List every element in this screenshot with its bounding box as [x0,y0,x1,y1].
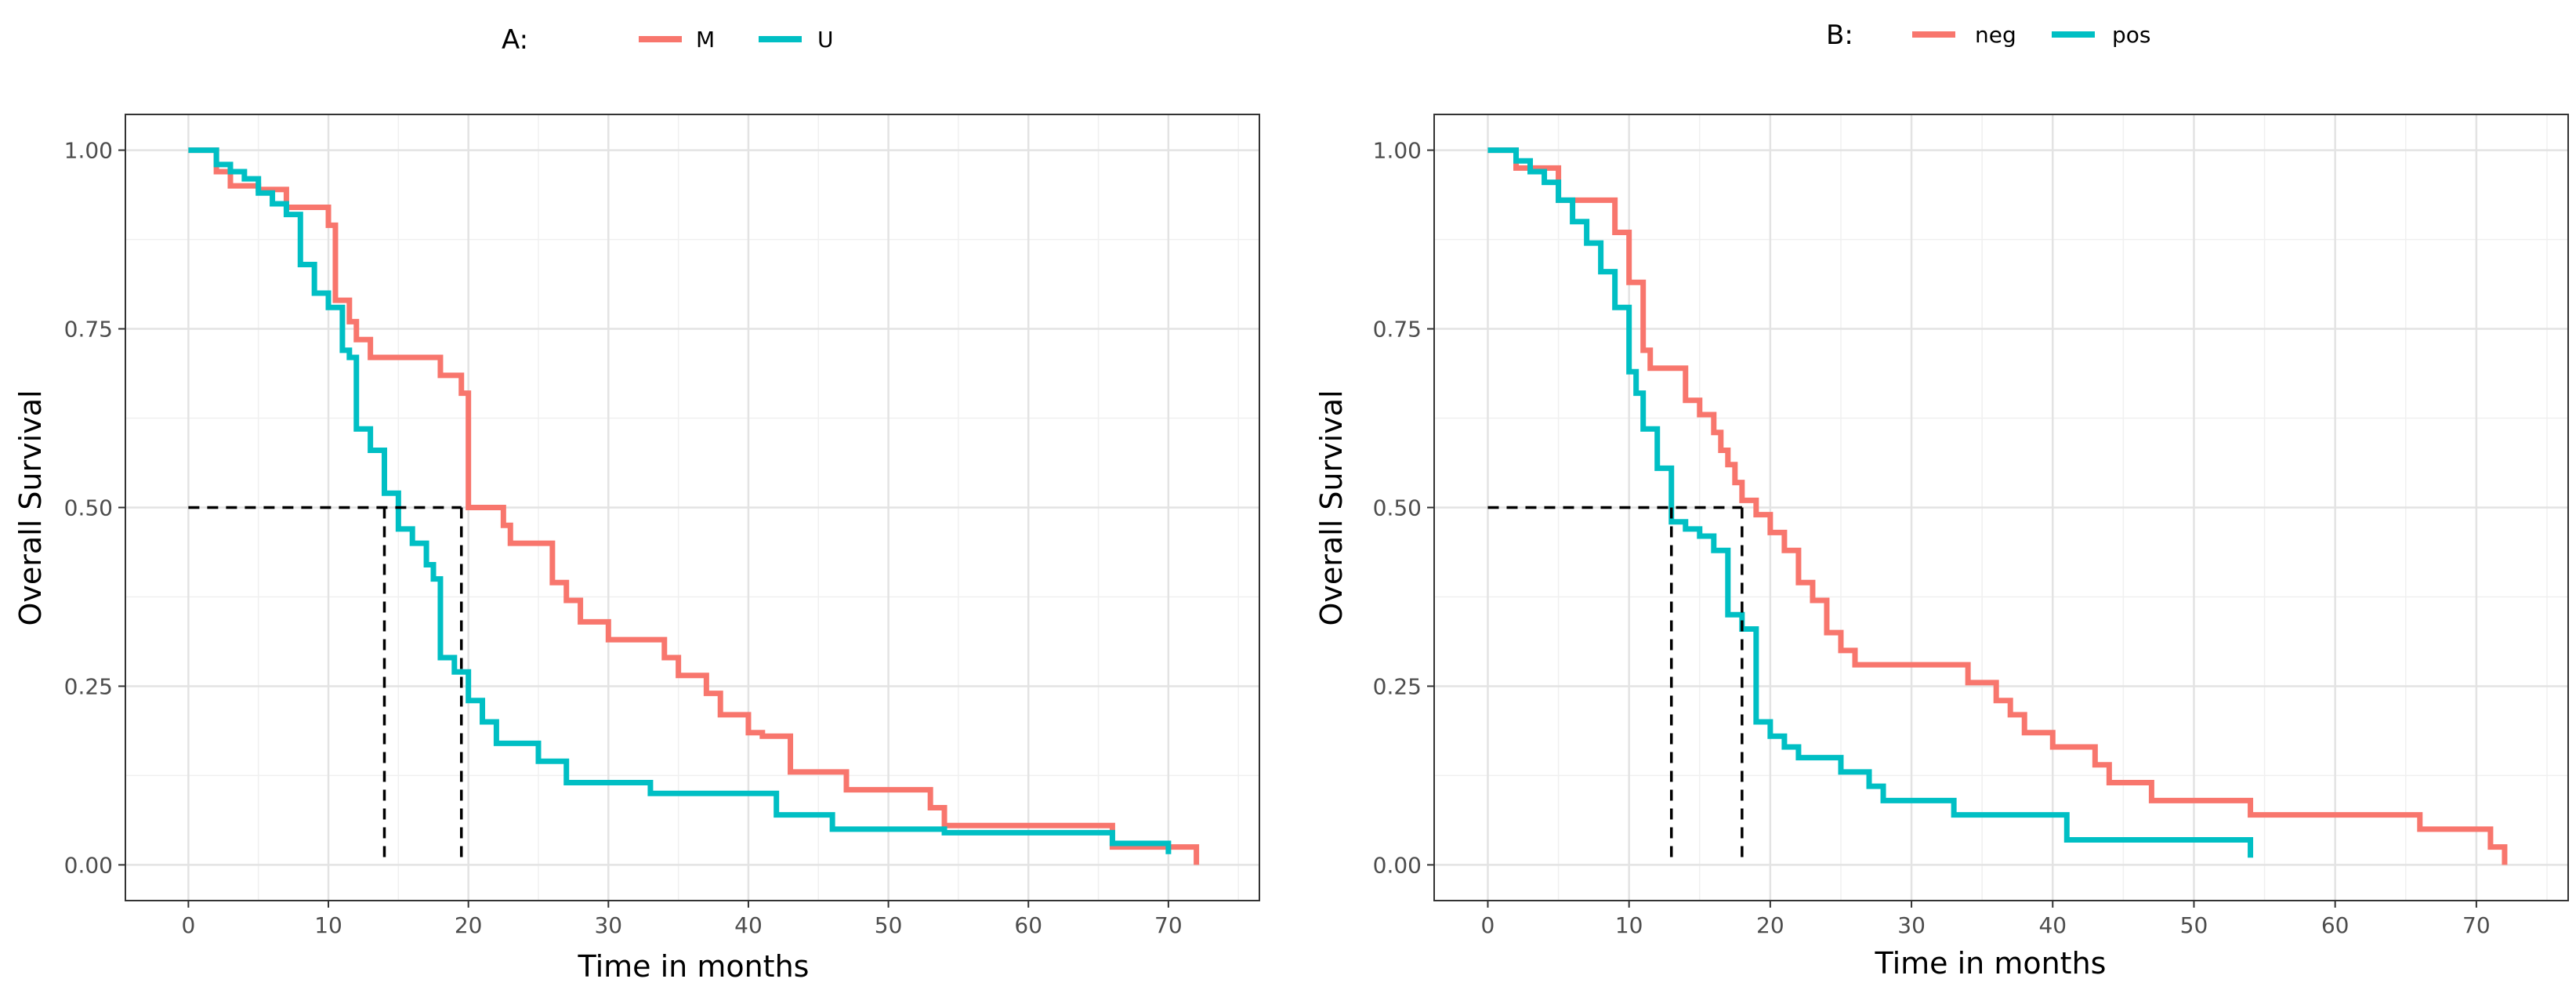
median-lines-a [188,506,463,865]
x-tick-label: 10 [1615,912,1643,938]
legend-b-title: B: [1826,20,1853,51]
panel-a: A: M U 0.00 0.25 0.50 0.75 1.00 0 10 20 30 40 50 6… [13,24,1260,984]
x-tick-label: 40 [734,912,763,938]
y-ticks-b: 0.00 0.25 0.50 0.75 1.00 [1373,138,1434,878]
survival-curve-neg [1487,147,2508,865]
y-tick-label: 1.00 [1373,138,1422,164]
y-tick-label: 0.75 [1373,317,1422,343]
x-tick-label: 40 [2038,912,2067,938]
y-tick-label: 0.25 [64,673,113,699]
x-tick-label: 20 [455,912,483,938]
y-tick-label: 0.50 [1373,495,1422,521]
gridlines-b [1434,114,2568,901]
x-tick-label: 0 [181,912,195,938]
survival-curve-pos [1487,147,2254,858]
y-tick-label: 0.00 [1373,852,1422,878]
legend-a-title: A: [502,24,528,56]
y-tick-label: 1.00 [64,138,113,164]
x-ticks-b: 0 10 20 30 40 50 60 70 [1481,901,2491,938]
legend-b-label-pos: pos [2112,22,2151,48]
x-tick-label: 60 [1014,912,1042,938]
x-tick-label: 0 [1481,912,1495,938]
y-tick-label: 0.00 [64,852,113,878]
x-tick-label: 50 [2180,912,2208,938]
survival-curve-u [188,147,1172,854]
x-tick-label: 10 [314,912,342,938]
series-group-a [188,147,1200,865]
x-tick-label: 60 [2321,912,2350,938]
median-lines-b [1487,506,1744,865]
survival-curve-m [188,147,1200,865]
x-tick-label: 70 [1154,912,1183,938]
x-tick-label: 70 [2462,912,2491,938]
y-axis-title-a: Overall Survival [13,390,48,625]
y-axis-title-b: Overall Survival [1314,390,1349,625]
legend-b-label-neg: neg [1975,22,2016,48]
x-tick-label: 30 [594,912,622,938]
y-tick-label: 0.25 [1373,673,1422,699]
x-tick-label: 50 [875,912,903,938]
x-axis-title-b: Time in months [1875,946,2107,981]
x-tick-label: 20 [1756,912,1784,938]
legend-b: B: neg pos [1826,20,2151,51]
y-tick-label: 0.75 [64,317,113,343]
legend-a-label-m: M [696,27,715,53]
legend-a-label-u: U [817,27,834,53]
x-ticks-a: 0 10 20 30 40 50 60 70 [181,901,1183,938]
panel-b: B: neg pos 0.00 0.25 0.50 0.75 1.00 0 10 20 30 4… [1314,20,2569,981]
y-tick-label: 0.50 [64,495,113,521]
y-ticks-a: 0.00 0.25 0.50 0.75 1.00 [64,138,125,878]
x-tick-label: 30 [1897,912,1926,938]
series-group-b [1487,147,2508,865]
legend-a: A: M U [502,24,834,56]
x-axis-title-a: Time in months [578,949,810,984]
